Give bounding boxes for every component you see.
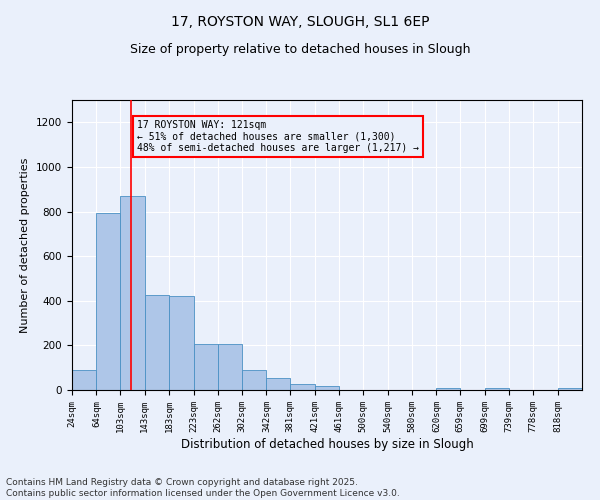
Bar	[242, 370, 266, 390]
Y-axis label: Number of detached properties: Number of detached properties	[20, 158, 31, 332]
Bar	[169, 296, 194, 390]
Bar	[436, 388, 460, 390]
Bar	[72, 370, 97, 390]
Bar	[266, 378, 290, 390]
Bar	[145, 295, 169, 390]
Bar	[485, 388, 509, 390]
Text: Contains HM Land Registry data © Crown copyright and database right 2025.
Contai: Contains HM Land Registry data © Crown c…	[6, 478, 400, 498]
Bar	[315, 386, 339, 390]
X-axis label: Distribution of detached houses by size in Slough: Distribution of detached houses by size …	[181, 438, 473, 450]
Bar	[97, 213, 121, 390]
Text: 17 ROYSTON WAY: 121sqm
← 51% of detached houses are smaller (1,300)
48% of semi-: 17 ROYSTON WAY: 121sqm ← 51% of detached…	[137, 120, 419, 154]
Text: Size of property relative to detached houses in Slough: Size of property relative to detached ho…	[130, 42, 470, 56]
Bar	[194, 344, 218, 390]
Bar	[121, 196, 145, 390]
Bar	[290, 384, 315, 390]
Bar	[557, 388, 582, 390]
Bar	[218, 344, 242, 390]
Text: 17, ROYSTON WAY, SLOUGH, SL1 6EP: 17, ROYSTON WAY, SLOUGH, SL1 6EP	[171, 15, 429, 29]
